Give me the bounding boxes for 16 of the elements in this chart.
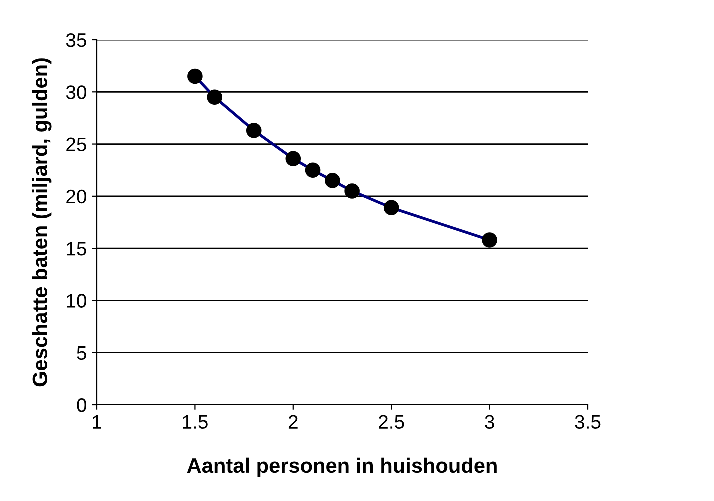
x-tick-label: 1 [93,415,102,429]
y-tick-label: 30 [66,86,87,100]
y-tick-label: 0 [77,398,87,412]
x-tick-label: 3.5 [575,415,601,430]
x-tick-label: 1.5 [183,415,208,430]
x-tick-label: 2.5 [379,415,404,430]
y-axis-title: Geschatte baten (miljard, gulden) [32,58,52,387]
x-tick-label: 3 [485,415,494,430]
y-tick-label: 35 [66,33,86,48]
y-tick-label: 15 [67,242,86,256]
y-tick-label: 25 [66,138,86,152]
y-tick-label: 10 [67,294,87,308]
x-tick-label: 2 [288,415,298,429]
y-tick-label: 20 [66,190,87,204]
y-tick-label: 5 [77,346,86,360]
x-axis-title: Aantal personen in huishouden [187,458,497,478]
